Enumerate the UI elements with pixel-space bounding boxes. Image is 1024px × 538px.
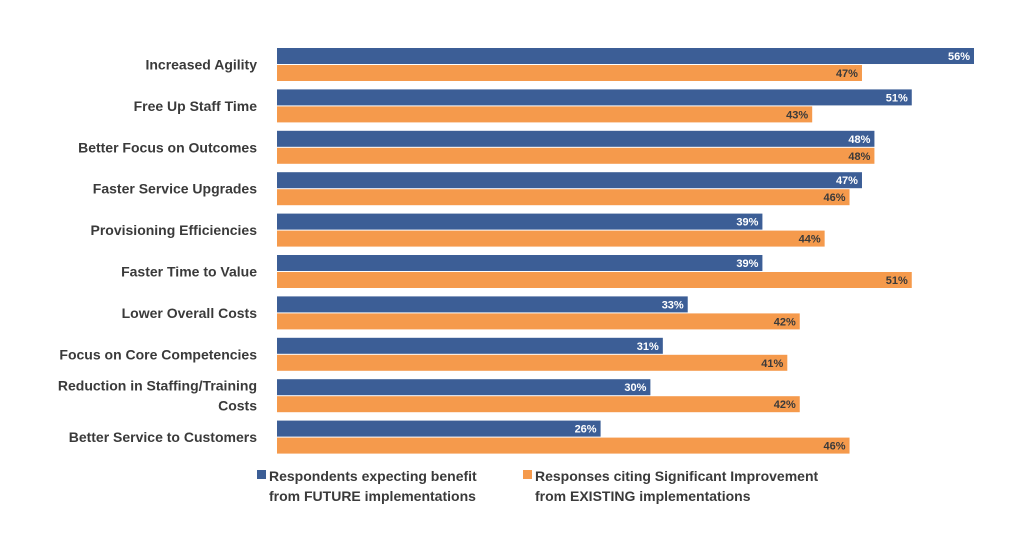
bar-series2-1 <box>277 106 813 123</box>
category-label-0: Increased Agility <box>145 57 257 73</box>
data-label-series1-7: 31% <box>637 341 659 353</box>
category-label-4: Provisioning Efficiencies <box>91 222 258 238</box>
bar-series2-3 <box>277 189 850 206</box>
bar-series2-4 <box>277 230 825 247</box>
bar-series1-6 <box>277 296 688 313</box>
category-label-5: Faster Time to Value <box>121 264 257 280</box>
bar-series2-7 <box>277 354 788 371</box>
bar-series1-5 <box>277 255 763 271</box>
legend-label-series2-line1: from EXISTING implementations <box>535 488 751 504</box>
legend: Respondents expecting benefit from FUTURE… <box>257 468 819 504</box>
data-label-series2-0: 47% <box>836 68 858 80</box>
data-label-series1-5: 39% <box>736 258 758 270</box>
data-label-series2-8: 42% <box>774 399 796 411</box>
category-label-6: Lower Overall Costs <box>122 305 258 321</box>
bar-series1-9 <box>277 420 601 437</box>
bar-series2-5 <box>277 272 912 288</box>
category-label-1: Free Up Staff Time <box>134 98 258 114</box>
legend-swatch-series1 <box>257 470 266 479</box>
data-label-series1-0: 56% <box>948 51 970 63</box>
bar-series2-0 <box>277 65 862 81</box>
data-label-series2-9: 46% <box>824 441 846 453</box>
category-labels-layer: Increased Agility Free Up Staff Time Bette… <box>58 57 257 446</box>
legend-swatch-series2 <box>523 470 532 479</box>
data-label-series2-2: 48% <box>848 151 870 163</box>
bar-series1-8 <box>277 379 651 396</box>
bars-layer: 56% 47% 51% 43% 48% 48% 47% 46% 39% 44% 39% 51% 33% 4… <box>277 48 974 454</box>
category-label-3: Faster Service Upgrades <box>93 181 257 197</box>
bar-series2-9 <box>277 437 850 454</box>
data-label-series2-3: 46% <box>824 192 846 204</box>
bar-series1-2 <box>277 130 875 147</box>
bar-series1-1 <box>277 89 912 106</box>
bar-series1-0 <box>277 48 974 64</box>
category-label-7: Focus on Core Competencies <box>59 346 257 362</box>
bar-series2-2 <box>277 147 875 164</box>
bar-series1-4 <box>277 213 763 230</box>
data-label-series1-1: 51% <box>886 92 908 104</box>
category-label-2: Better Focus on Outcomes <box>78 139 257 155</box>
data-label-series2-5: 51% <box>886 275 908 287</box>
data-label-series1-9: 26% <box>575 424 597 436</box>
data-label-series2-6: 42% <box>774 316 796 328</box>
bar-series2-8 <box>277 396 800 413</box>
data-label-series1-6: 33% <box>662 299 684 311</box>
legend-label-series1-line0: Respondents expecting benefit <box>269 468 477 484</box>
legend-label-series1-line1: from FUTURE implementations <box>269 488 476 504</box>
data-label-series2-7: 41% <box>761 358 783 370</box>
data-label-series1-4: 39% <box>736 217 758 229</box>
data-label-series2-4: 44% <box>799 234 821 246</box>
data-label-series2-1: 43% <box>786 109 808 121</box>
legend-label-series2-line0: Responses citing Significant Improvement <box>535 468 819 484</box>
bar-series2-6 <box>277 313 800 330</box>
bar-series1-3 <box>277 172 862 189</box>
bar-series1-7 <box>277 337 663 354</box>
data-label-series1-8: 30% <box>624 382 646 394</box>
data-label-series1-2: 48% <box>848 134 870 146</box>
data-label-series1-3: 47% <box>836 175 858 187</box>
category-label-8-line1: Costs <box>218 398 257 414</box>
category-label-8-line0: Reduction in Staffing/Training <box>58 378 257 394</box>
category-label-9: Better Service to Customers <box>69 429 258 445</box>
